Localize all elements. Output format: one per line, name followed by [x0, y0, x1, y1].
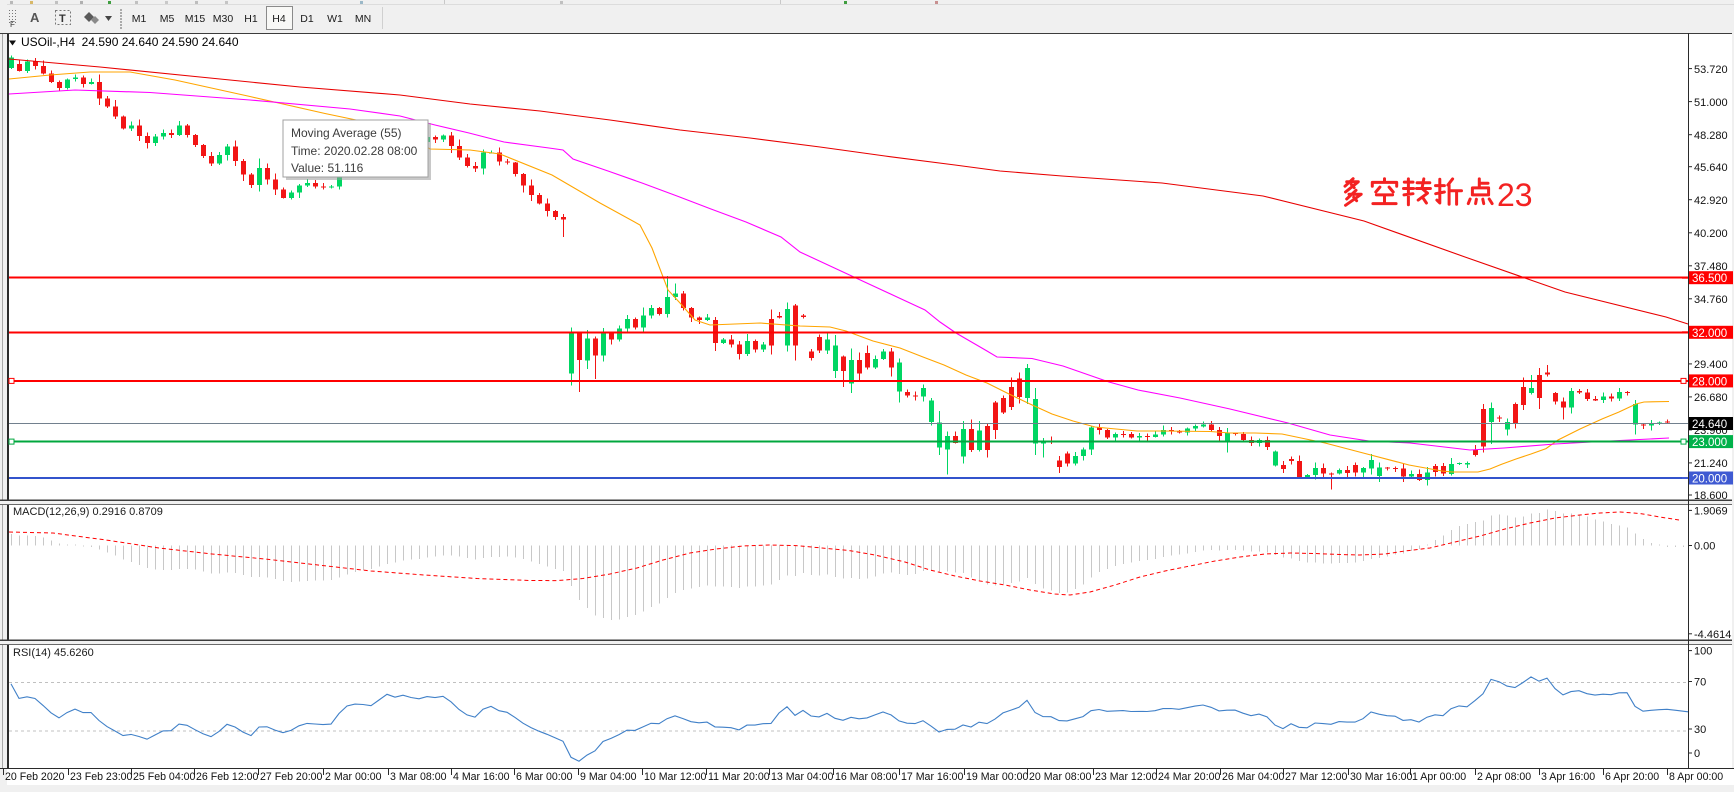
svg-text:19 Mar 00:00: 19 Mar 00:00 — [966, 771, 1029, 783]
svg-text:48.280: 48.280 — [1694, 130, 1728, 142]
svg-text:53.720: 53.720 — [1694, 64, 1728, 76]
svg-text:23.000: 23.000 — [1692, 437, 1727, 449]
svg-text:8 Apr 00:00: 8 Apr 00:00 — [1669, 771, 1723, 783]
svg-text:F: F — [10, 20, 15, 29]
svg-text:23: 23 — [1497, 177, 1533, 213]
svg-text:51.000: 51.000 — [1694, 97, 1728, 109]
svg-text:10 Mar 12:00: 10 Mar 12:00 — [644, 771, 707, 783]
svg-text:6 Apr 20:00: 6 Apr 20:00 — [1605, 771, 1659, 783]
svg-text:MN: MN — [355, 13, 371, 25]
svg-text:70: 70 — [1694, 677, 1706, 689]
svg-text:MACD(12,26,9) 0.2916 0.8709: MACD(12,26,9) 0.2916 0.8709 — [13, 506, 163, 518]
svg-text:42.920: 42.920 — [1694, 195, 1728, 207]
svg-text:2 Mar 00:00: 2 Mar 00:00 — [325, 771, 382, 783]
svg-text:27 Feb 20:00: 27 Feb 20:00 — [260, 771, 323, 783]
svg-text:M5: M5 — [160, 13, 175, 25]
svg-text:23 Mar 12:00: 23 Mar 12:00 — [1095, 771, 1158, 783]
svg-text:-4.4614: -4.4614 — [1694, 629, 1731, 641]
svg-text:37.480: 37.480 — [1694, 261, 1728, 273]
svg-text:D1: D1 — [300, 13, 314, 25]
svg-text:24 Mar 20:00: 24 Mar 20:00 — [1158, 771, 1221, 783]
svg-text:USOil-,H4 24.590 24.640 24.59: USOil-,H4 24.590 24.640 24.590 24.640 — [21, 35, 239, 49]
svg-text:13 Mar 04:00: 13 Mar 04:00 — [771, 771, 834, 783]
svg-text:16 Mar 08:00: 16 Mar 08:00 — [835, 771, 898, 783]
svg-text:H4: H4 — [272, 13, 286, 25]
svg-text:H1: H1 — [244, 13, 258, 25]
svg-text:Time: 2020.02.28 08:00: Time: 2020.02.28 08:00 — [291, 144, 418, 158]
svg-text:40.200: 40.200 — [1694, 228, 1728, 240]
svg-text:25 Feb 04:00: 25 Feb 04:00 — [133, 771, 196, 783]
svg-text:Value: 51.116: Value: 51.116 — [291, 161, 364, 175]
svg-text:100: 100 — [1694, 646, 1712, 658]
svg-text:45.640: 45.640 — [1694, 162, 1728, 174]
svg-text:3 Apr 16:00: 3 Apr 16:00 — [1541, 771, 1595, 783]
svg-text:4 Mar 16:00: 4 Mar 16:00 — [453, 771, 510, 783]
svg-text:32.000: 32.000 — [1692, 328, 1727, 340]
svg-text:6 Mar 00:00: 6 Mar 00:00 — [516, 771, 573, 783]
svg-text:28.000: 28.000 — [1692, 376, 1727, 388]
svg-text:2 Apr 08:00: 2 Apr 08:00 — [1477, 771, 1531, 783]
svg-text:11 Mar 20:00: 11 Mar 20:00 — [708, 771, 770, 783]
svg-text:T: T — [59, 13, 66, 25]
svg-text:1 Apr 00:00: 1 Apr 00:00 — [1412, 771, 1466, 783]
svg-text:M15: M15 — [185, 13, 206, 25]
svg-text:20 Feb 2020: 20 Feb 2020 — [5, 771, 65, 783]
svg-text:A: A — [30, 10, 40, 25]
svg-text:26 Feb 12:00: 26 Feb 12:00 — [196, 771, 259, 783]
svg-text:26.680: 26.680 — [1694, 392, 1728, 404]
svg-text:0.00: 0.00 — [1694, 541, 1715, 553]
svg-text:3 Mar 08:00: 3 Mar 08:00 — [390, 771, 447, 783]
svg-text:RSI(14) 45.6260: RSI(14) 45.6260 — [13, 647, 94, 659]
svg-text:34.760: 34.760 — [1694, 294, 1728, 306]
svg-text:30: 30 — [1694, 724, 1706, 736]
svg-text:W1: W1 — [327, 13, 343, 25]
svg-text:18.600: 18.600 — [1694, 490, 1728, 502]
svg-text:17 Mar 16:00: 17 Mar 16:00 — [901, 771, 964, 783]
svg-text:M30: M30 — [213, 13, 234, 25]
svg-text:1.9069: 1.9069 — [1694, 505, 1728, 517]
svg-text:36.500: 36.500 — [1692, 273, 1727, 285]
svg-text:24.640: 24.640 — [1692, 419, 1727, 431]
svg-text:20 Mar 08:00: 20 Mar 08:00 — [1029, 771, 1092, 783]
svg-text:Moving Average (55): Moving Average (55) — [291, 126, 402, 140]
svg-text:9 Mar 04:00: 9 Mar 04:00 — [580, 771, 637, 783]
svg-text:0: 0 — [1694, 748, 1700, 760]
svg-text:30 Mar 16:00: 30 Mar 16:00 — [1350, 771, 1413, 783]
svg-text:20.000: 20.000 — [1692, 474, 1727, 486]
svg-text:23 Feb 23:00: 23 Feb 23:00 — [70, 771, 133, 783]
svg-text:27 Mar 12:00: 27 Mar 12:00 — [1285, 771, 1348, 783]
svg-text:26 Mar 04:00: 26 Mar 04:00 — [1222, 771, 1285, 783]
svg-text:M1: M1 — [132, 13, 147, 25]
svg-text:21.240: 21.240 — [1694, 458, 1728, 470]
svg-text:29.400: 29.400 — [1694, 359, 1728, 371]
